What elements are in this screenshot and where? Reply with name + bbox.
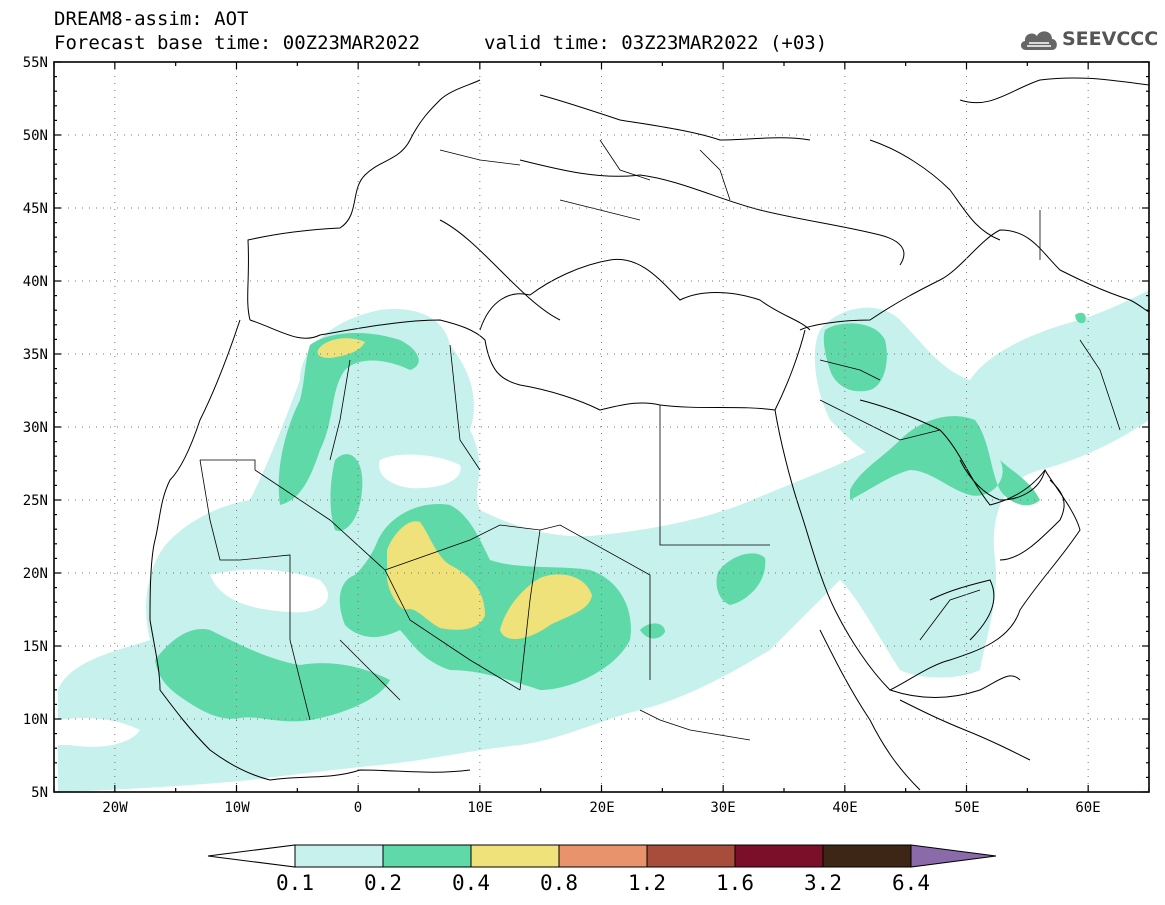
lon-label: 40E: [832, 800, 857, 816]
colorbar-label: 0.4: [452, 871, 490, 895]
lat-label: 35N: [23, 347, 48, 363]
lat-label: 55N: [23, 55, 48, 71]
graticule: [54, 62, 1149, 792]
lat-label: 15N: [23, 639, 48, 655]
forecast-base-time: Forecast base time: 00Z23MAR2022: [54, 32, 421, 54]
lon-label: 20W: [102, 800, 128, 816]
aot-contours: [58, 290, 1149, 792]
coastlines: [149, 77, 1149, 791]
colorbar-swatch-5: [734, 844, 824, 868]
lat-label: 5N: [31, 785, 48, 801]
colorbar-label: 0.1: [276, 871, 314, 895]
logo-text: SEEVCCC: [1062, 28, 1159, 50]
lon-label: 20E: [589, 800, 614, 816]
chart-title: DREAM8-assim: AOT: [54, 8, 249, 30]
latitude-labels: 55N 50N 45N 40N 35N 30N 25N 20N 15N 10N …: [23, 55, 48, 801]
colorbar-swatch-1: [382, 844, 472, 868]
aot-level-0-4: [317, 338, 592, 640]
lat-label: 40N: [23, 274, 48, 290]
valid-time: valid time: 03Z23MAR2022 (+03): [484, 32, 828, 54]
colorbar-swatch-3: [558, 844, 648, 868]
lon-label: 0: [354, 800, 362, 816]
lat-label: 25N: [23, 493, 48, 509]
colorbar-label: 0.2: [364, 871, 402, 895]
colorbar-below-arrow: [207, 844, 296, 868]
lon-label: 10W: [224, 800, 250, 816]
colorbar-label: 0.8: [540, 871, 578, 895]
colorbar-label: 1.6: [716, 871, 754, 895]
colorbar-label: 1.2: [628, 871, 666, 895]
lat-label: 50N: [23, 128, 48, 144]
lat-label: 20N: [23, 566, 48, 582]
lon-label: 10E: [467, 800, 492, 816]
colorbar-swatch-0: [294, 844, 384, 868]
aot-below-level: [58, 454, 461, 747]
lon-label: 30E: [710, 800, 735, 816]
colorbar: 0.1 0.2 0.4 0.8 1.2 1.6 3.2 6.4: [207, 844, 997, 895]
colorbar-swatch-4: [646, 844, 736, 868]
seevccc-logo: SEEVCCC: [1018, 26, 1158, 54]
colorbar-label: 3.2: [804, 871, 842, 895]
lat-label: 10N: [23, 712, 48, 728]
colorbar-label: 6.4: [892, 871, 930, 895]
colorbar-above-arrow: [910, 844, 997, 868]
lat-label: 30N: [23, 420, 48, 436]
lon-label: 60E: [1075, 800, 1100, 816]
colorbar-swatch-6: [822, 844, 912, 868]
borders: [199, 139, 1121, 741]
cloud-icon: [1020, 31, 1057, 50]
lat-label: 45N: [23, 201, 48, 217]
lon-label: 50E: [954, 800, 979, 816]
longitude-labels: 20W 10W 0 10E 20E 30E 40E 50E 60E: [102, 800, 1100, 816]
colorbar-swatch-2: [470, 844, 560, 868]
axis-ticks: [53, 61, 1150, 793]
